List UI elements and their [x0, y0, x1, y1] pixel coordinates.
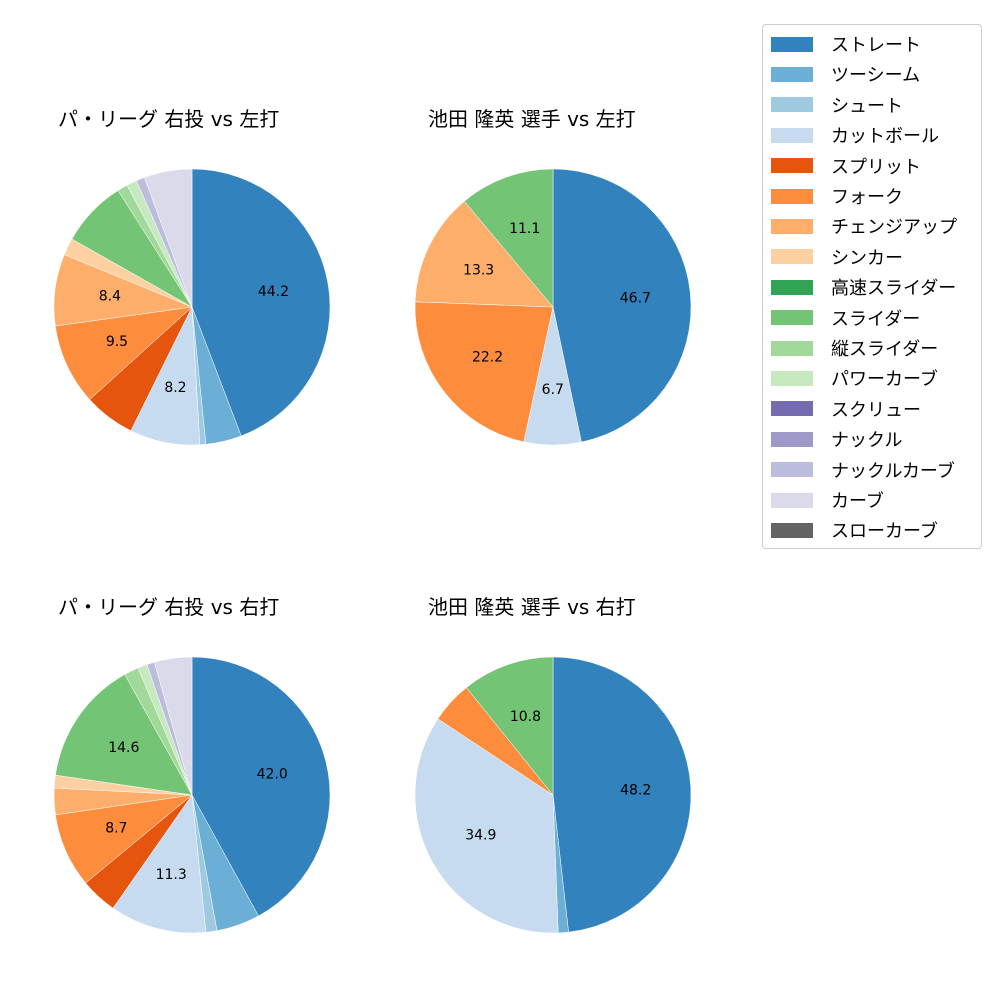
legend-item: スローカーブ — [771, 518, 938, 542]
slice-label: 42.0 — [257, 766, 288, 782]
legend-label: シンカー — [831, 247, 903, 269]
pie-slice — [414, 301, 554, 443]
chart-title: パ・リーグ 右投 vs 左打 — [58, 107, 280, 131]
chart-title: 池田 隆英 選手 vs 左打 — [428, 107, 636, 131]
slice-label: 11.1 — [509, 221, 540, 237]
legend-item: カットボール — [771, 123, 939, 147]
slice-label: 14.6 — [108, 740, 139, 756]
slice-label: 34.9 — [465, 828, 496, 844]
legend-label: チェンジアップ — [831, 217, 957, 239]
pie-slice — [55, 306, 193, 400]
legend-item: 縦スライダー — [771, 336, 938, 360]
slice-label: 8.7 — [105, 821, 127, 837]
legend-swatch — [771, 66, 813, 82]
slice-label: 8.2 — [164, 380, 186, 396]
legend-label: スプリット — [831, 156, 921, 178]
legend-label: ストレート — [831, 35, 921, 56]
chart-title: 池田 隆英 選手 vs 右打 — [428, 595, 636, 619]
legend-item: チェンジアップ — [771, 214, 957, 238]
legend-swatch — [771, 36, 813, 52]
legend-swatch — [771, 218, 813, 234]
pie-slice — [552, 168, 692, 443]
pie-slice — [154, 656, 193, 796]
legend-swatch — [771, 249, 813, 265]
legend: ストレートツーシームシュートカットボール スプリットフォークチェンジアップ シンカー… — [762, 24, 982, 549]
legend-item: パワーカーブ — [771, 366, 938, 390]
legend-swatch — [771, 340, 813, 356]
legend-item: カーブ — [771, 488, 884, 512]
legend-swatch — [771, 401, 813, 417]
legend-item: シュート — [771, 93, 903, 117]
legend-swatch — [771, 370, 813, 386]
slice-label: 10.8 — [510, 709, 541, 725]
legend-label: スライダー — [831, 308, 921, 330]
slice-label: 13.3 — [463, 263, 494, 279]
pie-slice — [414, 200, 554, 308]
legend-item: ストレート — [771, 32, 921, 56]
legend-item: スプリット — [771, 154, 921, 178]
pie-slice — [191, 656, 331, 917]
slice-label: 46.7 — [620, 290, 651, 306]
legend-label: カットボール — [831, 126, 939, 148]
legend-label: フォーク — [831, 187, 903, 208]
legend-swatch — [771, 431, 813, 447]
legend-item: シンカー — [771, 245, 903, 269]
slice-label: 9.5 — [106, 334, 128, 350]
slice-label: 48.2 — [620, 782, 651, 798]
legend-label: シュート — [831, 95, 903, 117]
legend-item: ツーシーム — [771, 62, 920, 86]
pie-slice — [144, 168, 193, 308]
legend-swatch — [771, 522, 813, 538]
legend-label: 高速スライダー — [831, 278, 957, 300]
chart-title: パ・リーグ 右投 vs 右打 — [58, 595, 280, 619]
legend-swatch — [771, 279, 813, 295]
legend-label: ツーシーム — [831, 65, 921, 87]
slice-label: 6.7 — [542, 382, 564, 398]
legend-label: 縦スライダー — [831, 339, 939, 360]
legend-label: ナックルカーブ — [831, 460, 955, 482]
slice-label: 11.3 — [156, 867, 187, 883]
legend-item: スライダー — [771, 306, 920, 330]
legend-label: スクリュー — [831, 399, 921, 421]
legend-label: ナックル — [831, 430, 903, 452]
legend-item: ナックルカーブ — [771, 458, 955, 482]
pie-slice — [191, 168, 331, 437]
pie-slice — [112, 794, 207, 934]
legend-swatch — [771, 492, 813, 508]
legend-swatch — [771, 310, 813, 326]
pie-slice — [466, 656, 554, 796]
slice-label: 22.2 — [472, 350, 503, 366]
legend-swatch — [771, 127, 813, 143]
pie-slice — [552, 656, 692, 933]
legend-label: カーブ — [831, 491, 884, 512]
legend-swatch — [771, 158, 813, 174]
legend-item: ナックル — [771, 427, 902, 451]
pie-slice — [55, 674, 193, 796]
legend-label: パワーカーブ — [831, 369, 938, 391]
legend-swatch — [771, 462, 813, 478]
legend-swatch — [771, 97, 813, 113]
pie-slice — [414, 718, 559, 934]
pie-slice — [464, 168, 554, 308]
legend-item: フォーク — [771, 184, 903, 208]
legend-item: スクリュー — [771, 397, 921, 421]
legend-item: 高速スライダー — [771, 275, 956, 299]
slice-label: 8.4 — [99, 289, 121, 305]
slice-label: 44.2 — [258, 284, 289, 300]
legend-swatch — [771, 188, 813, 204]
legend-label: スローカーブ — [831, 521, 938, 543]
